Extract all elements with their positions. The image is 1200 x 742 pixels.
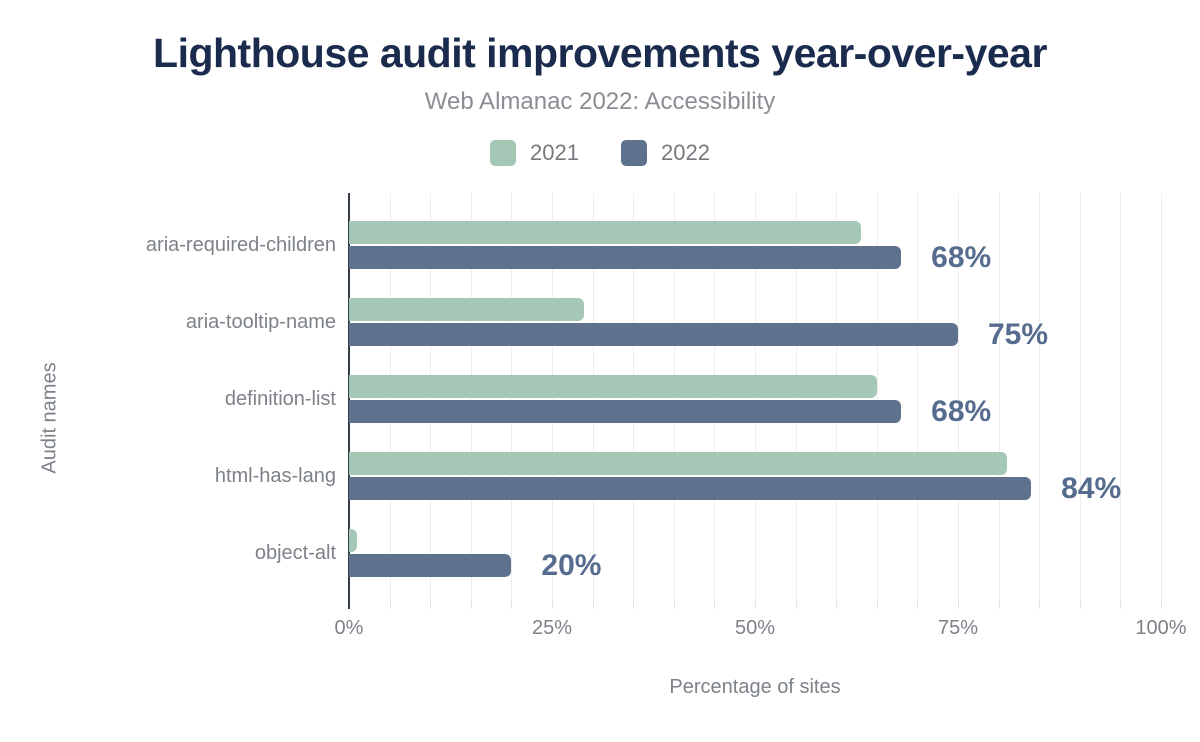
chart-title: Lighthouse audit improvements year-over-… [153,30,1047,76]
x-tick-mark [470,600,472,609]
category-label: aria-required-children [145,234,336,256]
x-tick-mark [1120,600,1122,609]
x-tick-mark [430,600,432,609]
x-tick-mark [755,600,756,609]
x-tick-mark [673,600,675,609]
gridline [876,193,878,600]
category-label: object-alt [254,542,336,564]
gridline [917,193,919,600]
legend-label-2021: 2021 [530,140,579,165]
x-tick-mark [1079,600,1081,609]
value-label: 20% [541,548,602,582]
legend-swatch-2022 [621,140,647,166]
bar-2021 [349,221,861,244]
legend: 2021 2022 [0,140,1200,166]
bar-2021 [349,375,877,398]
legend-swatch-2021 [490,140,517,166]
category-label: aria-tooltip-name [185,311,336,333]
legend-item-2022: 2022 [621,140,710,166]
x-tick-mark [1161,600,1162,609]
x-tick-label: 25% [531,617,573,639]
x-tick-label: 50% [734,617,776,639]
gridline [1120,193,1122,600]
value-label: 68% [931,394,992,428]
x-tick-mark [876,600,878,609]
gridline [1039,193,1041,600]
x-tick-label: 0% [334,617,364,639]
value-label: 75% [988,317,1049,351]
legend-label-2022: 2022 [661,140,710,165]
x-tick-mark [795,600,797,609]
x-tick-mark [552,600,553,609]
x-tick-mark [389,600,391,609]
bar-2022 [349,246,902,269]
bar-2022 [349,323,958,346]
x-tick-mark [958,600,959,609]
x-tick-mark [836,600,838,609]
bar-2022 [349,400,902,423]
bar-2021 [349,529,358,552]
category-label: html-has-lang [214,465,336,487]
x-axis-title: Percentage of sites [669,676,841,698]
value-label: 68% [931,240,992,274]
x-tick-mark [998,600,1000,609]
x-tick-mark [511,600,513,609]
x-tick-mark [633,600,635,609]
x-tick-label: 100% [1135,617,1187,639]
x-tick-label: 75% [937,617,979,639]
value-label: 84% [1061,471,1122,505]
bar-2022 [349,477,1032,500]
y-axis-title: Audit names [38,362,61,474]
x-tick-mark [917,600,919,609]
gridline [958,193,959,600]
x-tick-mark [1039,600,1041,609]
bar-2022 [349,554,512,577]
gridline [998,193,1000,600]
gridline [1161,193,1162,600]
bar-2021 [349,298,585,321]
legend-item-2021: 2021 [490,140,579,166]
gridline [1079,193,1081,600]
bar-2021 [349,452,1007,475]
x-tick-mark [592,600,594,609]
chart-subtitle: Web Almanac 2022: Accessibility [424,88,776,115]
category-label: definition-list [224,388,336,410]
x-tick-mark [714,600,716,609]
